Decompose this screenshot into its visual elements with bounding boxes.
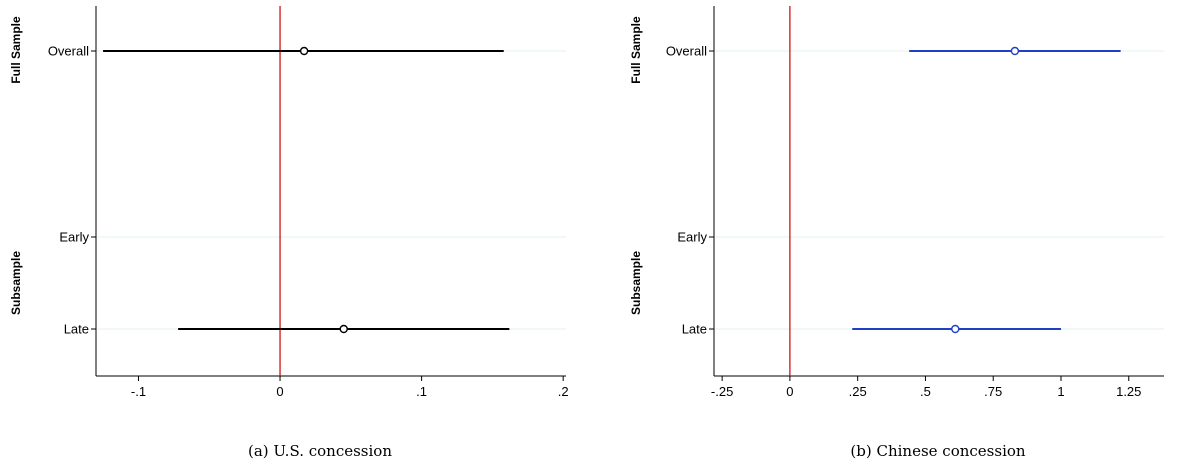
- x-tick-label: .5: [920, 384, 931, 399]
- panel-a: Overall Early Late Full Sample Subsample -.1 0…: [9, 6, 569, 460]
- group-label: Subsample: [9, 251, 23, 315]
- x-tick-label: -.1: [131, 384, 146, 399]
- point-estimate-overall: [1010, 46, 1020, 56]
- x-tick-label: .75: [984, 384, 1002, 399]
- y-tick-label: Late: [64, 322, 89, 337]
- group-label: Full Sample: [9, 16, 23, 84]
- y-tick-label: Early: [677, 230, 707, 245]
- y-tick-label: Overall: [666, 44, 707, 59]
- point-estimate-late: [339, 324, 348, 334]
- panel-caption: (b) Chinese concession: [850, 442, 1025, 460]
- x-tick-label: 0: [276, 384, 283, 399]
- x-tick-label: .2: [558, 384, 569, 399]
- y-tick-label: Late: [682, 322, 707, 337]
- x-tick-label: .25: [849, 384, 867, 399]
- x-tick-label: .1: [416, 384, 427, 399]
- x-tick-label: 0: [786, 384, 793, 399]
- panel-caption: (a) U.S. concession: [248, 442, 392, 460]
- group-label: Subsample: [629, 251, 643, 315]
- point-estimate-overall: [299, 46, 309, 56]
- x-tick-label: 1: [1057, 384, 1064, 399]
- x-tick-label: -.25: [711, 384, 733, 399]
- point-estimate-late: [951, 324, 960, 334]
- y-tick-label: Overall: [48, 44, 89, 59]
- panel-b: Overall Early Late Full Sample Subsample -.25…: [629, 6, 1164, 460]
- group-label: Full Sample: [629, 16, 643, 84]
- y-tick-label: Early: [59, 230, 89, 245]
- x-tick-label: 1.25: [1116, 384, 1141, 399]
